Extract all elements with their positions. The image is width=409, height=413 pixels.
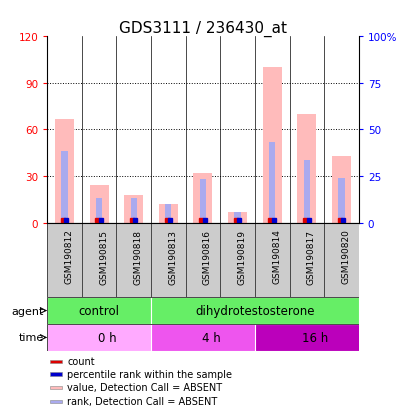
Bar [50,360,62,363]
Bar [47,223,358,231]
Text: GSM190820: GSM190820 [341,229,350,284]
Bar [331,157,350,223]
Bar [89,186,108,223]
Bar [262,68,281,223]
Bar [234,212,240,223]
Text: rank, Detection Call = ABSENT: rank, Detection Call = ABSENT [67,396,217,406]
Text: GSM190817: GSM190817 [306,229,315,284]
Text: GSM190814: GSM190814 [272,229,281,284]
Bar [289,223,324,297]
Bar [50,400,62,403]
Bar [124,195,143,223]
Text: control: control [79,304,119,317]
Bar [158,204,178,223]
Text: count: count [67,356,95,366]
Bar [96,198,102,223]
Bar [130,198,137,223]
Text: value, Detection Call = ABSENT: value, Detection Call = ABSENT [67,382,222,392]
Bar [61,152,67,223]
Text: time: time [18,332,44,343]
Bar [199,180,206,223]
Text: GSM190812: GSM190812 [64,229,73,284]
Bar [151,324,272,351]
Text: 0 h: 0 h [98,331,117,344]
Bar [151,297,358,324]
Bar [227,212,247,223]
Text: 16 h: 16 h [301,331,328,344]
Text: GSM190816: GSM190816 [202,229,211,284]
Bar [81,223,116,297]
Bar [220,223,254,297]
Text: GSM190818: GSM190818 [133,229,142,284]
Bar [193,173,212,223]
Bar [151,223,185,297]
Bar [47,324,168,351]
Bar [337,178,344,223]
Bar [116,223,151,297]
Text: GSM190815: GSM190815 [99,229,108,284]
Bar [254,223,289,297]
Bar [165,204,171,223]
Bar [185,223,220,297]
Bar [50,373,62,376]
Text: 4 h: 4 h [202,331,220,344]
Text: dihydrotestosterone: dihydrotestosterone [195,304,314,317]
Text: percentile rank within the sample: percentile rank within the sample [67,369,232,379]
Bar [47,223,81,297]
Title: GDS3111 / 236430_at: GDS3111 / 236430_at [119,21,286,37]
Bar [324,223,358,297]
Text: agent: agent [11,306,44,316]
Bar [55,119,74,223]
Bar [303,161,309,223]
Text: GSM190813: GSM190813 [168,229,177,284]
Text: GSM190819: GSM190819 [237,229,246,284]
Bar [254,324,375,351]
Bar [50,386,62,389]
Bar [297,114,316,223]
Bar [47,297,151,324]
Bar [268,142,274,223]
